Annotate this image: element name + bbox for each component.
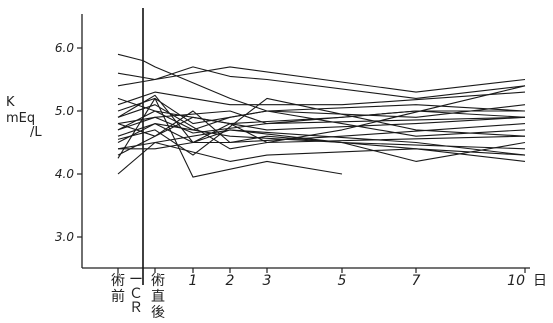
x-tick: 7 — [412, 268, 421, 289]
x-tick-label-char: Ｃ — [129, 286, 143, 302]
y-tick-label: 4.0 — [55, 167, 74, 181]
series-line-8 — [117, 110, 526, 137]
y-tick-label: 3.0 — [55, 230, 74, 244]
x-tick: 1 — [189, 268, 198, 289]
series-line-13 — [117, 97, 343, 178]
series-line-15 — [117, 129, 526, 162]
x-axis-unit: 日 — [533, 273, 547, 289]
x-tick-label: 5 — [338, 273, 347, 289]
series-line-9 — [117, 116, 526, 134]
x-tick: 3 — [263, 268, 272, 289]
series-line-16 — [117, 110, 526, 125]
x-tick: ーＣＲ — [129, 272, 143, 316]
x-tick: 術前 — [111, 268, 125, 305]
x-tick-label: 1 — [189, 273, 198, 289]
y-tick-label: 5.0 — [55, 104, 74, 118]
y-axis-label-line-2: mEq — [6, 111, 35, 126]
series-line-10 — [117, 123, 526, 150]
series-line-17 — [117, 97, 525, 125]
series-line-4 — [117, 91, 526, 106]
y-axis-ticks: 6.0 5.0 4.0 3.0 — [55, 41, 82, 244]
x-tick: 5 — [338, 268, 347, 289]
x-tick: 10 — [507, 268, 526, 289]
x-tick-label-char: 術 — [151, 273, 165, 289]
series-group — [117, 53, 526, 178]
x-tick: 2 — [226, 268, 235, 289]
x-tick-label: 10 — [507, 273, 525, 289]
x-tick-label-char: Ｒ — [129, 300, 143, 316]
y-axis-label: K mEq /L — [6, 95, 42, 140]
y-tick-label: 6.0 — [55, 41, 74, 55]
series-line-6 — [117, 94, 526, 144]
series-line-3 — [117, 66, 526, 93]
x-tick-label: 2 — [226, 273, 235, 289]
x-tick-label-char: ー — [129, 272, 143, 288]
series-line-14 — [117, 141, 526, 175]
x-tick-label-char: 術 — [111, 273, 125, 289]
x-tick-label: 3 — [263, 273, 272, 289]
series-line-18 — [117, 97, 526, 156]
x-tick-label-char: 前 — [111, 288, 125, 305]
x-tick-label-char: 直 — [151, 288, 165, 305]
x-tick-label: 7 — [412, 273, 421, 289]
series-line-1 — [117, 53, 526, 118]
series-line-11 — [117, 123, 526, 156]
series-line-2 — [117, 66, 526, 99]
x-tick: 術直後 — [151, 268, 165, 321]
x-tick-label-char: 後 — [151, 305, 165, 321]
y-axis-label-line-3: /L — [30, 125, 42, 140]
series-line-20 — [117, 85, 526, 150]
series-line-19 — [118, 123, 526, 150]
y-axis-label-line-1: K — [6, 95, 15, 110]
